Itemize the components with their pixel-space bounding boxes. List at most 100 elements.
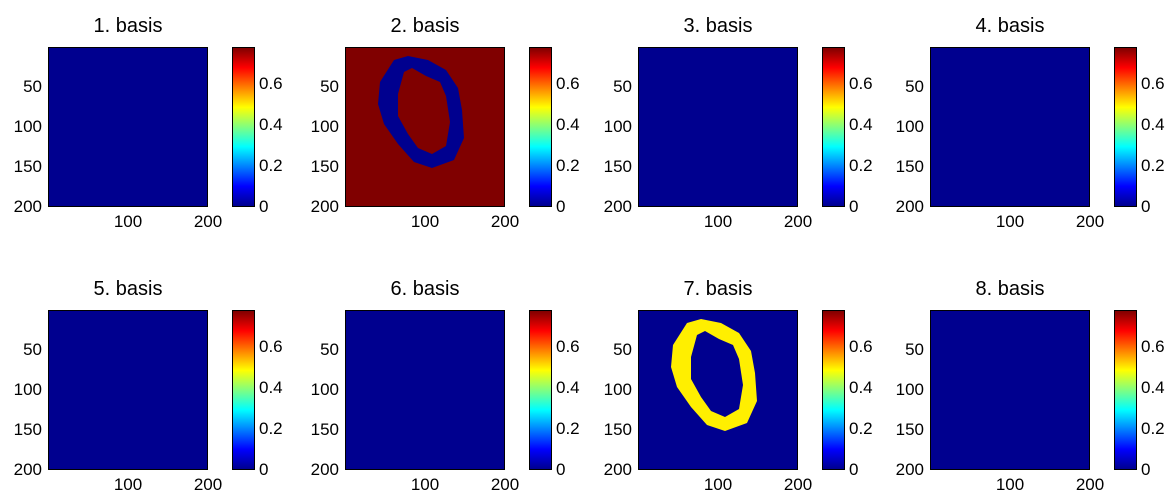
y-tick-label: 200: [310, 460, 339, 479]
chart-title: 7. basis: [683, 278, 753, 300]
chart-title: 2. basis: [390, 15, 460, 37]
x-tick-label: 100: [410, 212, 440, 231]
colorbar-tick-label: 0.6: [1141, 336, 1165, 356]
colorbar-tick-label: 0.6: [556, 336, 580, 356]
heatmap-background: [931, 48, 1089, 206]
colorbar-tick-label: 0.2: [1141, 418, 1165, 438]
x-tick-label: 200: [1075, 212, 1105, 231]
colorbar-tick-label: 0.4: [259, 377, 283, 397]
heatmap-background: [931, 311, 1089, 469]
x-tick-label: 200: [193, 212, 223, 231]
y-tick-label: 100: [895, 117, 924, 136]
x-tick-label: 100: [995, 475, 1025, 494]
heatmap-axes: [345, 310, 505, 470]
colorbar-tick-label: 0: [849, 460, 859, 479]
x-tick-label: 200: [1075, 475, 1105, 494]
x-tick-label: 200: [783, 475, 813, 494]
heatmap-image: [49, 48, 207, 206]
colorbar-tick-label: 0.2: [259, 155, 283, 175]
colorbar-tick-label: 0.4: [849, 114, 873, 134]
x-tick-label: 100: [703, 475, 733, 494]
x-tick-label: 100: [113, 212, 143, 231]
heatmap-ring: [378, 56, 464, 168]
colorbar-tick-label: 0: [259, 197, 269, 216]
heatmap-axes: [345, 47, 505, 207]
x-tick-label: 100: [703, 212, 733, 231]
colorbar: [232, 47, 255, 207]
y-tick-label: 50: [613, 340, 632, 359]
y-tick-label: 50: [320, 340, 339, 359]
heatmap-image: [931, 48, 1089, 206]
y-tick-label: 50: [23, 77, 42, 96]
x-tick-label: 100: [995, 212, 1025, 231]
y-tick-label: 100: [603, 117, 632, 136]
colorbar: [822, 47, 845, 207]
heatmap-axes: [638, 47, 798, 207]
y-tick-label: 150: [13, 157, 42, 176]
colorbar-tick-label: 0.2: [259, 418, 283, 438]
y-tick-label: 150: [603, 157, 632, 176]
heatmap-axes: [638, 310, 798, 470]
colorbar-tick-label: 0.4: [556, 377, 580, 397]
colorbar: [232, 310, 255, 470]
colorbar-tick-label: 0: [849, 197, 859, 216]
chart-title: 5. basis: [93, 278, 163, 300]
y-tick-label: 100: [13, 117, 42, 136]
y-tick-label: 200: [13, 197, 42, 216]
y-tick-label: 150: [310, 420, 339, 439]
y-tick-label: 100: [895, 380, 924, 399]
colorbar-tick-label: 0.4: [1141, 377, 1165, 397]
chart-title: 6. basis: [390, 278, 460, 300]
x-tick-label: 100: [410, 475, 440, 494]
colorbar: [822, 310, 845, 470]
y-tick-label: 200: [895, 460, 924, 479]
colorbar-tick-label: 0.4: [259, 114, 283, 134]
heatmap-image: [49, 311, 207, 469]
chart-title: 8. basis: [975, 278, 1045, 300]
x-tick-label: 200: [490, 212, 520, 231]
colorbar-tick-label: 0.6: [556, 73, 580, 93]
y-tick-label: 200: [603, 460, 632, 479]
colorbar-tick-label: 0: [1141, 460, 1151, 479]
heatmap-image: [346, 311, 504, 469]
heatmap-background: [346, 311, 504, 469]
colorbar: [529, 310, 552, 470]
heatmap-image: [639, 48, 797, 206]
heatmap-axes: [48, 47, 208, 207]
colorbar-tick-label: 0.2: [1141, 155, 1165, 175]
heatmap-image: [346, 48, 504, 206]
colorbar-tick-label: 0.6: [849, 336, 873, 356]
colorbar-tick-label: 0.2: [556, 155, 580, 175]
heatmap-axes: [930, 47, 1090, 207]
y-tick-label: 150: [603, 420, 632, 439]
y-tick-label: 150: [895, 420, 924, 439]
y-tick-label: 200: [13, 460, 42, 479]
colorbar: [1114, 310, 1137, 470]
heatmap-background: [639, 48, 797, 206]
colorbar-tick-label: 0.6: [259, 73, 283, 93]
y-tick-label: 100: [13, 380, 42, 399]
x-tick-label: 200: [783, 212, 813, 231]
y-tick-label: 50: [23, 340, 42, 359]
y-tick-label: 150: [895, 157, 924, 176]
colorbar-tick-label: 0: [556, 197, 566, 216]
chart-title: 1. basis: [93, 15, 163, 37]
colorbar-tick-label: 0: [1141, 197, 1151, 216]
colorbar-tick-label: 0.2: [556, 418, 580, 438]
chart-title: 3. basis: [683, 15, 753, 37]
y-tick-label: 100: [603, 380, 632, 399]
x-tick-label: 200: [490, 475, 520, 494]
heatmap-axes: [930, 310, 1090, 470]
colorbar: [1114, 47, 1137, 207]
chart-title: 4. basis: [975, 15, 1045, 37]
colorbar: [529, 47, 552, 207]
colorbar-tick-label: 0.4: [849, 377, 873, 397]
y-tick-label: 100: [310, 380, 339, 399]
colorbar-tick-label: 0.6: [259, 336, 283, 356]
colorbar-tick-label: 0.6: [849, 73, 873, 93]
y-tick-label: 200: [895, 197, 924, 216]
y-tick-label: 100: [310, 117, 339, 136]
colorbar-tick-label: 0.2: [849, 418, 873, 438]
y-tick-label: 200: [603, 197, 632, 216]
y-tick-label: 150: [310, 157, 339, 176]
